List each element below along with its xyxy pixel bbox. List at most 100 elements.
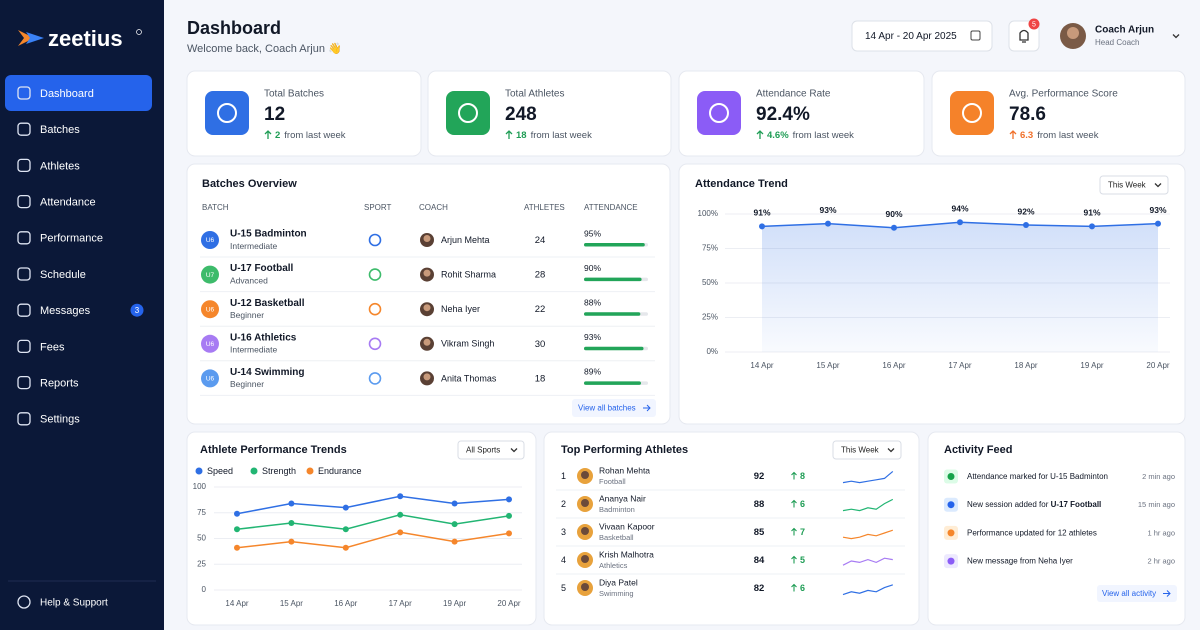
- coach-avatar-face: [423, 269, 431, 277]
- trend-arrow: [791, 471, 797, 480]
- nav-icon: [17, 303, 31, 317]
- filter-dropdown[interactable]: [457, 440, 525, 460]
- stat-icon-glyph: [962, 103, 982, 123]
- athlete-sport: Badminton: [599, 505, 635, 514]
- chevron-icon: [1172, 34, 1180, 39]
- filter-dropdown[interactable]: [832, 440, 902, 460]
- sparkline: [842, 584, 893, 596]
- sport-icon: [368, 372, 382, 385]
- activity-icon-glyph: [947, 501, 955, 509]
- filter-label: This Week: [1108, 181, 1147, 190]
- coach-avatar-face: [423, 235, 431, 242]
- batch-level: Beginner: [230, 379, 264, 389]
- nav-item[interactable]: Reports: [40, 378, 79, 390]
- nav-item[interactable]: Settings: [40, 414, 80, 426]
- link: View all batches: [578, 404, 636, 413]
- batch-name: U-12 Basketball: [230, 298, 305, 309]
- stat-change-text: from last week: [793, 130, 854, 141]
- trend-arrow: [791, 527, 797, 536]
- athlete-count: 24: [535, 235, 546, 246]
- batch-badge: [201, 231, 219, 249]
- data-point: [506, 496, 512, 503]
- nav-item[interactable]: Fees: [40, 341, 65, 353]
- data-point: [451, 521, 458, 528]
- help-icon: [17, 595, 31, 609]
- data-point: [288, 520, 295, 527]
- trend-arrow: [264, 130, 272, 139]
- bell-icon: [1019, 29, 1029, 43]
- help-link[interactable]: Help & Support: [40, 598, 108, 609]
- sparkline: [842, 498, 894, 512]
- stat-icon-glyph: [217, 103, 237, 123]
- stat-change: 6.3 from last week: [1020, 130, 1099, 141]
- date-picker[interactable]: [851, 20, 993, 52]
- nav-item[interactable]: Performance: [40, 233, 103, 245]
- athlete-change: 6: [800, 499, 805, 509]
- x-tick-label: 14 Apr: [750, 361, 773, 370]
- batch-name: U-17 Football: [230, 263, 294, 274]
- legend-label: Speed: [207, 466, 233, 476]
- data-point: [451, 538, 458, 545]
- stat-change-text: from last week: [284, 130, 345, 141]
- y-tick-label: 100: [193, 482, 207, 491]
- nav-item[interactable]: Attendance: [40, 197, 96, 209]
- stat-value: 78.6: [1009, 104, 1046, 125]
- data-point: [234, 510, 240, 517]
- stat-change-text: from last week: [1037, 130, 1098, 141]
- stat-label: Total Batches: [264, 89, 324, 100]
- data-point: [957, 219, 963, 226]
- brand-registered: [136, 29, 142, 35]
- stat-change-value: 2: [275, 130, 280, 141]
- x-tick-label: 18 Apr: [1014, 361, 1037, 370]
- data-label: 91%: [753, 208, 770, 218]
- card: [678, 70, 925, 157]
- athlete-score: 92: [754, 471, 765, 482]
- rank: 3: [561, 527, 566, 537]
- coach-name: Neha Iyer: [441, 304, 480, 314]
- line-series: [236, 531, 510, 549]
- nav-icon: [17, 267, 31, 281]
- athlete-avatar-face: [581, 471, 589, 479]
- x-tick-label: 15 Apr: [816, 361, 839, 370]
- activity-text: New message from Neha Iyer: [967, 557, 1073, 566]
- view-all-activity-button[interactable]: [1097, 585, 1177, 602]
- legend-label: Strength: [262, 466, 296, 476]
- view-all-batches-button[interactable]: [572, 399, 656, 417]
- data-point: [1089, 223, 1095, 230]
- activity-text: New session added for U-17 Football: [967, 500, 1101, 509]
- batch-level: Advanced: [230, 275, 268, 285]
- legend-marker: [195, 467, 203, 475]
- x-tick-label: 20 Apr: [1146, 361, 1169, 370]
- athlete-count: 18: [535, 373, 546, 384]
- x-tick-label: 19 Apr: [1080, 361, 1103, 370]
- nav-icon: [17, 339, 31, 354]
- x-tick-label: 20 Apr: [497, 599, 520, 608]
- nav-icon: [17, 231, 31, 245]
- filter-dropdown[interactable]: [1099, 175, 1169, 195]
- nav-item[interactable]: Athletes: [40, 160, 80, 172]
- link: View all activity: [1102, 589, 1156, 598]
- line-series: [236, 514, 510, 530]
- athlete-avatar-face: [581, 583, 589, 591]
- nav-item[interactable]: Messages: [40, 305, 91, 317]
- column-header: SPORT: [364, 203, 392, 212]
- line-series: [236, 495, 510, 515]
- nav-item[interactable]: Schedule: [40, 269, 86, 281]
- calendar-icon: [970, 30, 981, 41]
- sport-icon: [368, 337, 382, 351]
- legend-label: Endurance: [318, 466, 362, 476]
- nav-item[interactable]: Dashboard: [40, 88, 94, 100]
- stat-label: Avg. Performance Score: [1009, 89, 1118, 100]
- batch-name: U-16 Athletics: [230, 332, 297, 343]
- activity-time: 2 min ago: [1142, 472, 1175, 481]
- attendance-label: 93%: [584, 332, 601, 342]
- card: [931, 70, 1186, 157]
- nav-item[interactable]: Batches: [40, 124, 80, 136]
- activity-time: 1 hr ago: [1147, 528, 1175, 537]
- athlete-sport: Athletics: [599, 561, 628, 570]
- rank: 1: [561, 471, 566, 481]
- athlete-sport: Swimming: [599, 589, 634, 598]
- card: [186, 431, 537, 626]
- stat-change-text: from last week: [531, 130, 592, 141]
- data-point: [342, 544, 349, 551]
